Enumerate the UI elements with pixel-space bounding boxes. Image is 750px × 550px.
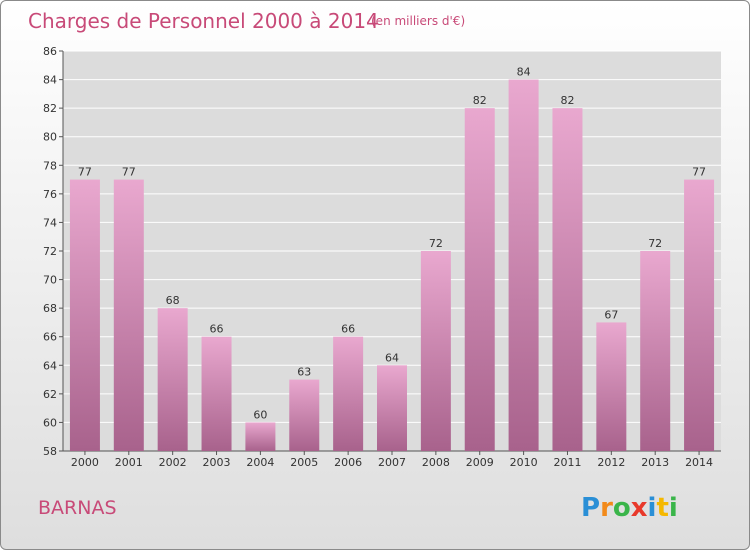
y-tick-label: 70 [43,274,57,287]
y-tick-label: 74 [43,216,57,229]
chart-title: Charges de Personnel 2000 à 2014 [28,9,379,33]
data-label: 66 [210,323,224,336]
y-tick-label: 84 [43,74,57,87]
data-label: 82 [560,94,574,107]
y-tick-label: 78 [43,159,57,172]
data-label: 77 [78,166,92,179]
bar [552,108,583,452]
proxiti-logo: Proxiti [581,493,678,523]
chart-subtitle: (en milliers d'€) [371,14,465,28]
data-label: 77 [122,166,136,179]
x-tick-label: 2010 [510,456,538,469]
data-label: 66 [341,323,355,336]
data-label: 63 [297,366,311,379]
data-label: 68 [166,294,180,307]
data-label: 82 [473,94,487,107]
bar [245,422,276,451]
x-tick-label: 2002 [159,456,187,469]
logo-letter: i [648,493,657,523]
logo-letter: P [581,493,600,523]
commune-name: BARNAS [38,497,117,519]
logo-letter: r [600,493,613,523]
y-tick-label: 60 [43,416,57,429]
x-tick-label: 2009 [466,456,494,469]
x-tick-label: 2005 [290,456,318,469]
bar [684,179,715,452]
x-tick-label: 2012 [597,456,625,469]
bar [201,336,232,451]
x-tick-label: 2007 [378,456,406,469]
data-label: 67 [604,308,618,321]
y-tick-label: 68 [43,302,57,315]
bar [640,251,671,451]
logo-letter: o [613,493,631,523]
bar [508,79,539,452]
y-tick-label: 86 [43,45,57,58]
x-tick-label: 2008 [422,456,450,469]
y-tick-label: 82 [43,102,57,115]
bar [69,179,100,452]
logo-letter: x [631,493,648,523]
bar [377,365,407,451]
data-label: 60 [253,408,267,421]
data-label: 64 [385,351,399,364]
bar [420,251,451,451]
bars [69,79,715,452]
bar [596,322,627,451]
labels: 58 60 62 64 66 68 70 72 74 76 78 80 82 84 86 77 2000 77 20… [43,45,713,469]
data-label: 72 [429,237,443,250]
x-tick-label: 2011 [553,456,581,469]
data-label: 72 [648,237,662,250]
logo-letter: t [656,493,668,523]
y-tick-label: 66 [43,331,57,344]
bar [157,308,188,451]
x-tick-label: 2004 [246,456,274,469]
x-tick-label: 2000 [71,456,99,469]
bar [333,336,364,451]
bar [464,108,495,452]
y-tick-label: 76 [43,188,57,201]
logo-letter: i [669,493,678,523]
data-label: 77 [692,166,706,179]
y-tick-label: 64 [43,359,57,372]
y-tick-label: 80 [43,131,57,144]
x-tick-label: 2006 [334,456,362,469]
x-tick-label: 2014 [685,456,713,469]
y-tick-label: 72 [43,245,57,258]
bar [289,379,320,451]
x-tick-label: 2001 [115,456,143,469]
bar [113,179,144,452]
x-tick-label: 2013 [641,456,669,469]
y-tick-label: 62 [43,388,57,401]
data-label: 84 [517,66,531,79]
y-tick-label: 58 [43,445,57,458]
x-tick-label: 2003 [203,456,231,469]
